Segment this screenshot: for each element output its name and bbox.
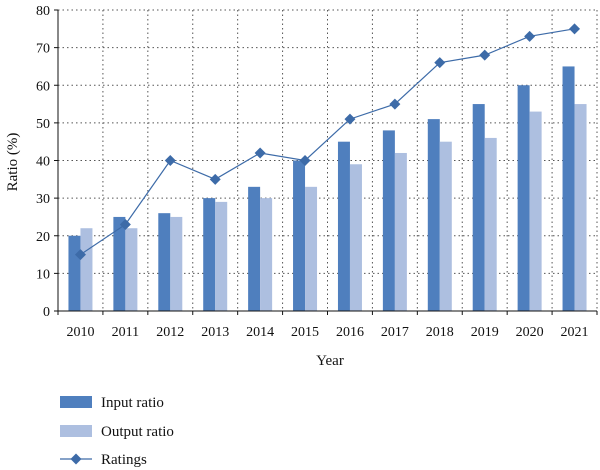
y-tick-label: 0 — [43, 305, 50, 320]
ratings-point-2011 — [119, 218, 131, 230]
x-tick-label: 2012 — [156, 325, 184, 340]
x-tick-label: 2016 — [336, 325, 364, 340]
x-tick-label: 2013 — [201, 325, 229, 340]
bar-input-ratio-2020 — [517, 85, 530, 311]
x-tick-label: 2015 — [291, 325, 319, 340]
bar-input-ratio-2013 — [203, 198, 216, 311]
bar-input-ratio-2017 — [382, 130, 395, 311]
x-tick-label: 2011 — [112, 325, 139, 340]
x-axis-title: Year — [316, 353, 344, 369]
ratings-point-2021 — [569, 23, 581, 35]
bar-input-ratio-2011 — [113, 216, 126, 311]
y-tick-label: 10 — [36, 267, 50, 282]
bar-output-ratio-2016 — [349, 164, 362, 311]
bar-output-ratio-2015 — [305, 186, 318, 311]
bar-output-ratio-2020 — [529, 111, 542, 312]
ratings-point-2018 — [434, 57, 446, 69]
bar-input-ratio-2010 — [68, 235, 81, 311]
x-tick-label: 2019 — [471, 325, 499, 340]
bar-input-ratio-2019 — [472, 104, 485, 311]
x-tick-label: 2010 — [66, 325, 94, 340]
y-tick-label: 40 — [36, 155, 50, 170]
y-tick-labels: 0 10 20 30 40 50 60 70 80 — [36, 4, 50, 320]
ratings-point-2019 — [479, 49, 491, 61]
bar-output-ratio-2013 — [215, 201, 228, 311]
ratings-point-2015 — [299, 155, 311, 166]
ratings-point-2010 — [74, 249, 86, 261]
bars — [68, 66, 587, 312]
x-tick-label: 2014 — [246, 325, 274, 340]
bar-input-ratio-2021 — [562, 66, 575, 311]
bar-input-ratio-2014 — [248, 186, 261, 311]
y-tick-label: 80 — [36, 4, 50, 19]
y-tick-label: 60 — [36, 79, 50, 94]
y-tick-label: 30 — [36, 192, 50, 207]
legend: Input ratio Output ratio Ratings — [60, 395, 174, 468]
bar-output-ratio-2021 — [574, 104, 587, 311]
x-tick-labels: 2010 2011 2012 2013 2014 2015 2016 2017 2018 2019… — [66, 325, 588, 340]
grid-lines — [58, 9, 598, 311]
y-axis-title: Ratio (%) — [5, 133, 21, 192]
x-tick-label: 2018 — [426, 325, 454, 340]
bar-output-ratio-2010 — [80, 228, 93, 311]
legend-label: Output ratio — [101, 424, 174, 440]
ratings-point-2020 — [524, 30, 536, 42]
legend-label: Ratings — [101, 452, 147, 468]
legend-swatch — [60, 425, 92, 437]
bar-output-ratio-2018 — [439, 141, 452, 311]
bar-output-ratio-2014 — [260, 198, 273, 311]
y-tick-label: 70 — [36, 42, 50, 57]
bar-output-ratio-2019 — [484, 137, 497, 311]
bar-output-ratio-2011 — [125, 228, 138, 311]
bar-output-ratio-2012 — [170, 216, 183, 311]
bar-input-ratio-2015 — [293, 160, 306, 311]
ratings-point-2014 — [254, 147, 266, 159]
ratings-point-2012 — [164, 155, 176, 166]
x-tick-label: 2020 — [516, 325, 544, 340]
y-tick-label: 20 — [36, 230, 50, 245]
ratings-point-2013 — [209, 173, 221, 185]
bar-input-ratio-2016 — [337, 141, 350, 311]
legend-marker — [70, 453, 82, 465]
bar-output-ratio-2017 — [394, 152, 407, 311]
ratings-point-2016 — [344, 113, 356, 125]
x-tick-label: 2017 — [381, 325, 409, 340]
ratings-point-2017 — [389, 98, 401, 110]
y-tick-label: 50 — [36, 117, 50, 132]
axes — [54, 9, 598, 315]
bar-input-ratio-2012 — [158, 213, 171, 311]
ratings-series-line — [80, 28, 575, 256]
legend-label: Input ratio — [101, 395, 164, 411]
legend-swatch — [60, 396, 92, 408]
ratings-line — [74, 23, 581, 261]
x-tick-label: 2021 — [561, 325, 589, 340]
bar-input-ratio-2018 — [427, 119, 440, 311]
